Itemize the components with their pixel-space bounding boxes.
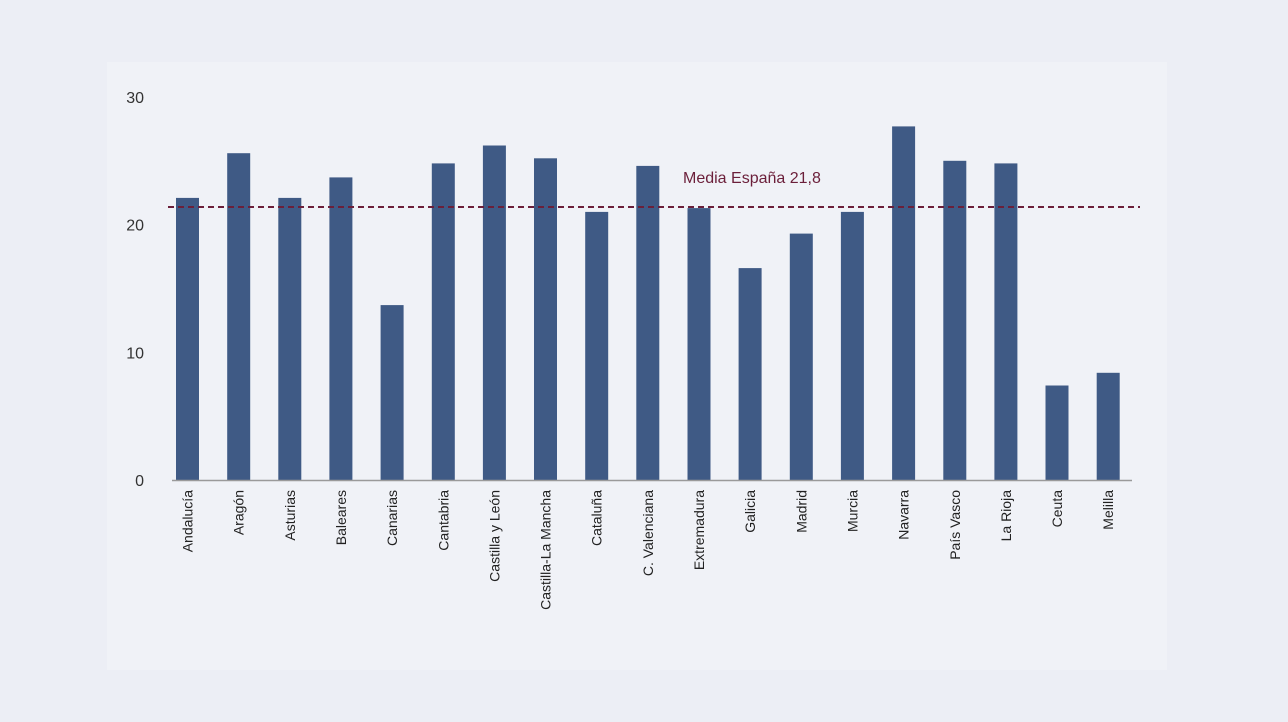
bar (176, 197, 199, 480)
bar (431, 163, 455, 480)
x-category-label: Canarias (384, 490, 400, 546)
x-category-label: Murcia (844, 490, 860, 532)
bar (994, 163, 1018, 480)
bar (329, 177, 353, 480)
x-category-label: Baleares (333, 490, 349, 545)
bars (176, 126, 1120, 481)
x-category-label: Madrid (793, 490, 809, 533)
bar (687, 208, 711, 480)
x-category-label: Cantabria (435, 490, 451, 551)
bar (636, 165, 660, 480)
x-category-label: Extremadura (691, 490, 707, 570)
x-category-label: Ceuta (1049, 490, 1065, 528)
bar (840, 211, 864, 480)
bar (380, 305, 404, 480)
x-category-label: País Vasco (947, 490, 963, 560)
x-category-label: Asturias (282, 490, 298, 541)
bar (1045, 385, 1069, 480)
y-tick-label: 10 (126, 345, 144, 362)
bar (534, 158, 557, 481)
x-category-label: Andalucía (180, 490, 196, 552)
x-category-label: Aragón (231, 490, 247, 535)
x-category-label: Cataluña (589, 490, 605, 546)
bar (482, 145, 506, 480)
bar (738, 268, 762, 480)
bar (943, 160, 967, 481)
reference-line-label: Media España 21,8 (683, 170, 821, 187)
bar (585, 211, 609, 480)
y-tick-label: 30 (126, 90, 144, 107)
bar (278, 197, 302, 480)
bar (892, 126, 916, 481)
x-category-label: Castilla y León (486, 490, 502, 582)
bar (227, 153, 251, 480)
y-tick-label: 20 (126, 218, 144, 235)
y-tick-label: 0 (135, 473, 144, 490)
x-category-label: Castilla-La Mancha (538, 490, 554, 610)
bar (1096, 372, 1120, 480)
x-category-label: La Rioja (998, 490, 1014, 542)
x-category-label: Melilla (1100, 490, 1116, 530)
x-axis-category-labels: Andalucía Aragón Asturias Baleares Canarias C… (180, 490, 1117, 610)
x-category-label: C. Valenciana (640, 490, 656, 576)
y-axis-ticks: 0 10 20 30 (126, 90, 144, 490)
bar (789, 233, 813, 480)
x-category-label: Navarra (896, 490, 912, 540)
x-category-label: Galicia (742, 490, 758, 533)
